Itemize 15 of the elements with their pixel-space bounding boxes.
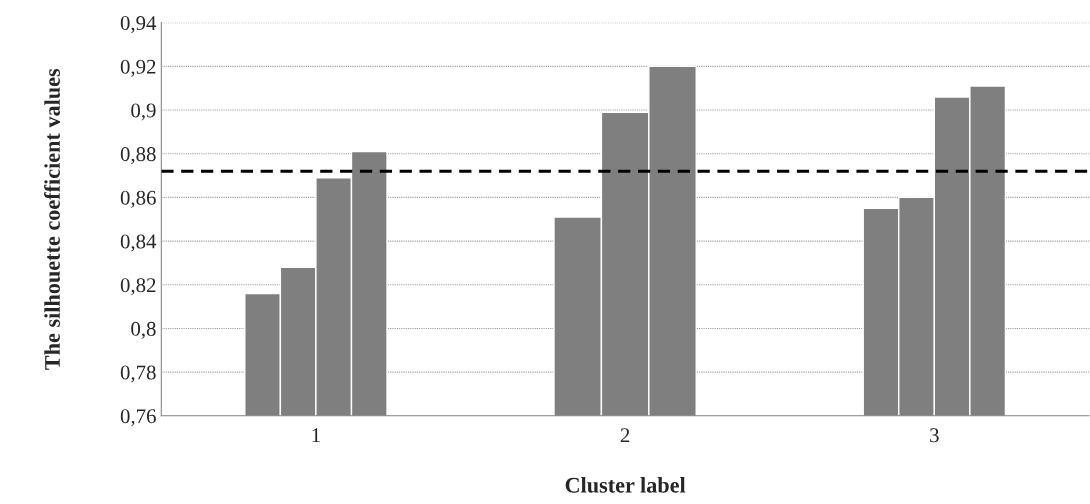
y-tick-label: 0,92 xyxy=(120,59,156,77)
y-tick-label: 0,84 xyxy=(120,234,157,252)
y-axis-title: The silhouette coefficient values xyxy=(44,68,60,370)
y-tick-label: 0,94 xyxy=(120,16,157,34)
y-tick-label: 0,86 xyxy=(120,190,156,208)
y-tick-label: 0,9 xyxy=(131,103,156,121)
x-tick-label: 3 xyxy=(930,428,939,443)
y-tick-label: 0,78 xyxy=(120,365,156,383)
x-tick-label: 1 xyxy=(312,428,320,443)
x-tick-label: 2 xyxy=(620,428,630,443)
y-tick-label: 0,76 xyxy=(120,409,156,427)
y-tick-label: 0,82 xyxy=(120,278,156,296)
y-tick-label: 0,88 xyxy=(120,147,156,165)
y-tick-label: 0,8 xyxy=(131,321,156,339)
x-axis-title: Cluster label xyxy=(565,477,686,493)
